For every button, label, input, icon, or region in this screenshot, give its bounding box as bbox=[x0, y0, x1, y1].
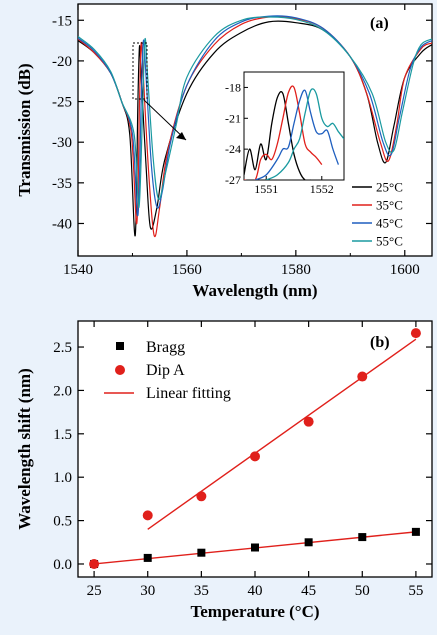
inset-series-line-3 bbox=[265, 88, 344, 180]
legend-label-1: 35°C bbox=[376, 198, 403, 213]
panel-b-x-ticks: 25 30 35 40 45 50 55 bbox=[87, 321, 423, 599]
bragg-point bbox=[358, 533, 367, 542]
panel-b-y-tick-label: 2.5 bbox=[53, 340, 72, 356]
inset-y-tick-label: -18 bbox=[225, 80, 241, 94]
zoom-arrow-head bbox=[176, 132, 186, 140]
bragg-point bbox=[251, 543, 259, 552]
panel-b: 25 30 35 40 45 50 55 0.0 0.5 1.0 1.5 2.0 2.5 (b) Te… bbox=[15, 320, 433, 621]
panel-b-points bbox=[89, 328, 421, 569]
dip-a-point bbox=[250, 451, 260, 462]
inset-series-line-0 bbox=[244, 91, 311, 180]
inset-x-tick-label: 1552 bbox=[310, 182, 334, 196]
inset-series-line-1 bbox=[244, 85, 323, 180]
dip-a-point bbox=[303, 416, 314, 427]
bragg-point bbox=[143, 553, 152, 562]
legend-label-fit: Linear fitting bbox=[146, 385, 231, 402]
panel-a-x-tick-label: 1540 bbox=[63, 262, 93, 278]
panel-b-label: (b) bbox=[370, 334, 390, 351]
inset-y-tick-label: -27 bbox=[225, 173, 241, 187]
panel-b-x-tick-label: 35 bbox=[194, 583, 209, 599]
inset-series-line-2 bbox=[254, 89, 340, 180]
panel-a-x-tick-label: 1580 bbox=[281, 262, 311, 278]
panel-b-x-tick-label: 30 bbox=[140, 583, 155, 599]
dip-a-point bbox=[357, 371, 368, 382]
panel-b-x-axis-title: Temperature (°C) bbox=[190, 602, 319, 621]
dip-a-point bbox=[196, 491, 207, 502]
legend-label-0: 25°C bbox=[376, 180, 403, 195]
bragg-point bbox=[304, 538, 313, 547]
legend-label-bragg: Bragg bbox=[146, 339, 185, 356]
inset-series bbox=[244, 85, 344, 180]
panel-a-y-tick-label: -15 bbox=[52, 13, 72, 29]
inset-ticks: 1551 1552 -27 -24 -21 -18 bbox=[225, 80, 334, 196]
panel-a: 1540 1560 1580 1600 -40-35-30-25-20-15 (a) … bbox=[15, 3, 433, 300]
panel-a-y-tick-label: -40 bbox=[52, 216, 72, 232]
dip-a-point bbox=[410, 328, 421, 339]
zoom-arrow-line bbox=[143, 99, 187, 141]
panel-a-y-ticks: -40 -35 -30 -25 -20 -15 bbox=[52, 13, 432, 232]
series-line-3 bbox=[78, 16, 432, 208]
panel-a-x-tick-label: 1600 bbox=[390, 262, 420, 278]
legend-label-2: 45°C bbox=[376, 216, 403, 231]
panel-a-x-axis-title: Wavelength (nm) bbox=[192, 281, 317, 300]
legend-label-dip-a: Dip A bbox=[146, 362, 185, 379]
panel-a-series bbox=[78, 15, 432, 238]
panel-a-y-tick-label: -30 bbox=[52, 135, 72, 151]
panel-a-y-tick-label: -35 bbox=[52, 176, 72, 192]
panel-b-x-tick-label: 25 bbox=[87, 583, 102, 599]
panel-a-y-axis-title: Transmission (dB) bbox=[15, 63, 34, 196]
panel-b-x-tick-label: 45 bbox=[301, 583, 316, 599]
panel-b-y-tick-label: 0.5 bbox=[53, 514, 72, 530]
inset-plot: 1551 1552 -27 -24 -21 -18 bbox=[225, 71, 345, 196]
panel-a-label: (a) bbox=[370, 15, 389, 32]
panel-a-x-tick-label: 1560 bbox=[172, 262, 202, 278]
zoom-region-box bbox=[132, 42, 148, 100]
panel-a-legend: 25°C 35°C 45°C 55°C bbox=[352, 180, 403, 249]
panel-b-frame bbox=[77, 320, 433, 578]
panel-b-x-tick-label: 40 bbox=[248, 583, 263, 599]
legend-marker-bragg bbox=[116, 342, 124, 350]
panel-a-x-ticks: 1540 1560 1580 1600 bbox=[63, 4, 420, 278]
panel-b-x-tick-label: 55 bbox=[408, 583, 423, 599]
panel-b-legend: Bragg Dip A Linear fitting bbox=[104, 339, 231, 402]
legend-marker-dip-a bbox=[115, 365, 125, 375]
inset-y-tick-label: -24 bbox=[225, 142, 241, 156]
panel-b-y-ticks: 0.0 0.5 1.0 1.5 2.0 2.5 bbox=[53, 340, 432, 573]
panel-a-y-tick-label: -20 bbox=[52, 54, 72, 70]
legend-label-3: 55°C bbox=[376, 234, 403, 249]
panel-b-y-tick-label: 2.0 bbox=[53, 383, 72, 399]
inset-x-tick-label: 1551 bbox=[254, 182, 278, 196]
bragg-point bbox=[197, 548, 206, 557]
fit-line-1 bbox=[147, 338, 417, 530]
panel-b-x-tick-label: 50 bbox=[355, 583, 370, 599]
dip-a-point bbox=[142, 510, 153, 521]
panel-b-y-tick-label: 0.0 bbox=[53, 557, 72, 573]
panel-b-y-tick-label: 1.5 bbox=[53, 427, 72, 443]
inset-y-tick-label: -21 bbox=[225, 111, 241, 125]
bragg-point bbox=[411, 527, 420, 536]
panel-b-y-tick-label: 1.0 bbox=[53, 470, 72, 486]
panel-a-y-tick-label: -25 bbox=[52, 95, 72, 111]
panel-b-y-axis-title: Wavelength shift (nm) bbox=[15, 368, 34, 530]
dip-a-point bbox=[89, 558, 100, 569]
